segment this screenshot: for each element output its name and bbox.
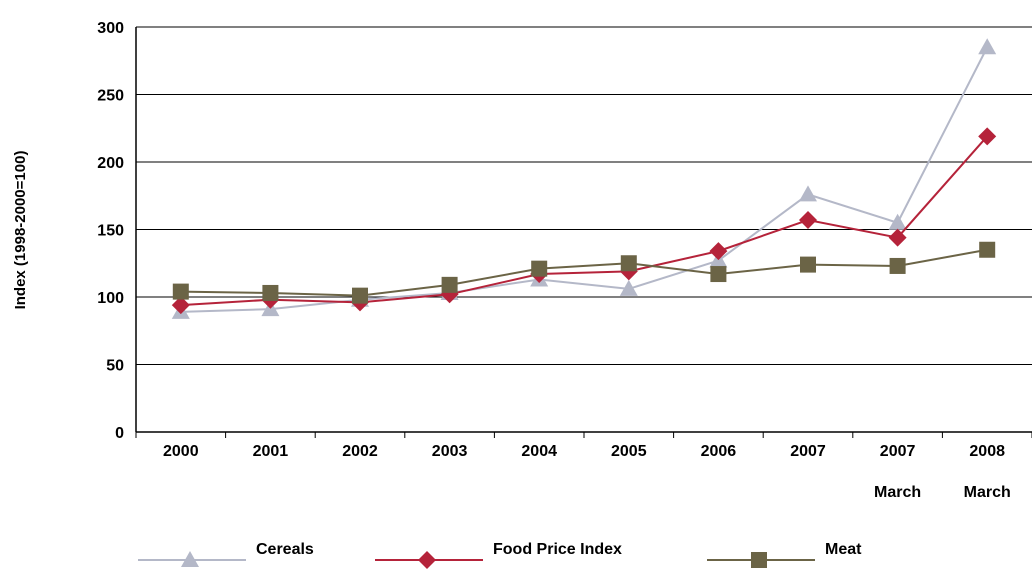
data-point-meat: [621, 255, 637, 271]
x-tick-label: 2008: [969, 443, 1005, 460]
data-point-meat: [442, 277, 458, 293]
data-point-food-price-index: [709, 242, 727, 260]
data-point-cereals: [978, 38, 996, 54]
y-tick-label: 150: [97, 223, 124, 240]
y-tick-label: 50: [106, 358, 124, 375]
y-axis: 0 50 100 150 200 250 300: [97, 20, 124, 442]
x-tick-label: 2006: [701, 443, 737, 460]
series-food-price-index: [172, 127, 996, 314]
y-tick-label: 0: [115, 425, 124, 442]
series-layer: [172, 38, 996, 319]
x-tick-sublabel: March: [964, 484, 1011, 501]
x-tick-label: 2000: [163, 443, 199, 460]
y-tick-label: 100: [97, 290, 124, 307]
legend-item-food-price-index: Food Price Index: [375, 541, 622, 569]
x-tick-label: 2007: [790, 443, 826, 460]
x-tick-sublabel: March: [874, 484, 921, 501]
data-point-food-price-index: [799, 211, 817, 229]
legend-marker: [751, 552, 767, 568]
legend-item-cereals: Cereals: [138, 541, 314, 567]
y-axis-label: Index (1998-2000=100): [12, 151, 29, 310]
x-tick-label: 2001: [253, 443, 289, 460]
data-point-meat: [800, 257, 816, 273]
data-point-meat: [979, 242, 995, 258]
legend-label: Food Price Index: [493, 541, 622, 558]
data-point-meat: [173, 284, 189, 300]
x-tick-label: 2005: [611, 443, 647, 460]
data-point-meat: [710, 266, 726, 282]
series-cereals: [172, 38, 996, 319]
data-point-meat: [890, 258, 906, 274]
data-point-meat: [352, 288, 368, 304]
x-tick-label: 2007: [880, 443, 916, 460]
y-tick-label: 300: [97, 20, 124, 37]
x-tick-label: 2003: [432, 443, 468, 460]
y-tick-label: 250: [97, 88, 124, 105]
y-tick-label: 200: [97, 155, 124, 172]
legend-marker: [418, 551, 436, 569]
x-tick-label: 2004: [521, 443, 557, 460]
legend-label: Cereals: [256, 541, 314, 558]
data-point-meat: [531, 261, 547, 277]
legend-label: Meat: [825, 541, 862, 558]
data-point-cereals: [799, 185, 817, 201]
x-tick-label: 2002: [342, 443, 378, 460]
legend: Cereals Food Price Index Meat: [138, 541, 862, 569]
legend-item-meat: Meat: [707, 541, 862, 568]
data-point-meat: [262, 285, 278, 301]
